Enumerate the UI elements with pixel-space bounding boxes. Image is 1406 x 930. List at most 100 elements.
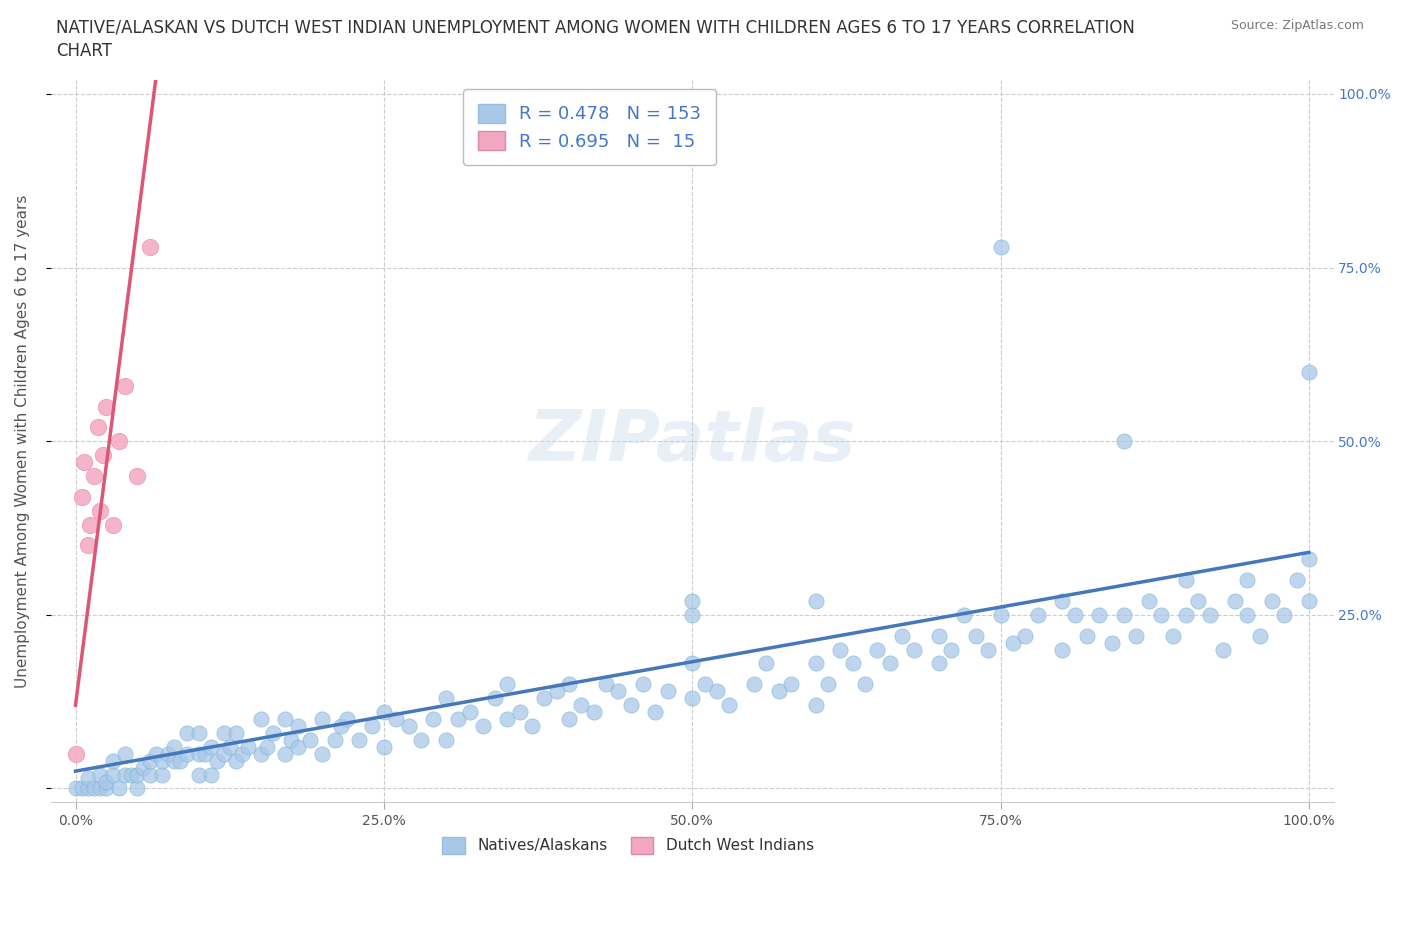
Point (76, 771, 98, 786)
Text: NATIVE/ALASKAN VS DUTCH WEST INDIAN UNEMPLOYMENT AMONG WOMEN WITH CHILDREN AGES : NATIVE/ALASKAN VS DUTCH WEST INDIAN UNEM… (56, 19, 1135, 36)
Point (114, 379, 136, 393)
Point (1112, 607, 1135, 622)
Point (238, 739, 260, 754)
Point (830, 642, 852, 657)
Point (89, 781, 111, 796)
Point (225, 753, 247, 768)
Point (200, 739, 222, 754)
Point (187, 747, 209, 762)
Point (657, 684, 679, 698)
Point (96, 399, 118, 414)
Point (558, 711, 581, 726)
Point (1298, 365, 1320, 379)
Point (1001, 635, 1024, 650)
Point (249, 747, 271, 762)
Point (1298, 593, 1320, 608)
Point (434, 691, 457, 706)
Point (138, 753, 160, 768)
Point (804, 656, 827, 671)
Point (1101, 635, 1123, 650)
Point (256, 739, 278, 754)
Point (311, 747, 333, 762)
Point (212, 747, 235, 762)
Point (127, 781, 149, 796)
Point (1249, 629, 1271, 644)
Point (150, 767, 173, 782)
Point (1298, 551, 1320, 566)
Point (114, 747, 136, 762)
Text: Source: ZipAtlas.com: Source: ZipAtlas.com (1230, 19, 1364, 32)
Point (132, 760, 155, 775)
Point (101, 753, 124, 768)
Point (1211, 642, 1233, 657)
Point (336, 711, 359, 726)
Point (1112, 433, 1135, 448)
Point (163, 739, 186, 754)
Point (70, 489, 93, 504)
Legend: Natives/Alaskans, Dutch West Indians: Natives/Alaskans, Dutch West Indians (436, 830, 820, 859)
Point (347, 733, 370, 748)
Point (187, 767, 209, 782)
Point (200, 767, 222, 782)
Point (1272, 607, 1295, 622)
Point (91, 447, 114, 462)
Point (1088, 607, 1111, 622)
Point (508, 705, 530, 720)
Point (329, 719, 352, 734)
Point (83, 469, 105, 484)
Point (1236, 607, 1258, 622)
Point (693, 677, 716, 692)
Point (681, 691, 703, 706)
Point (231, 747, 253, 762)
Point (422, 711, 444, 726)
Point (1161, 629, 1184, 644)
Point (207, 753, 229, 768)
Point (70, 781, 93, 796)
Point (409, 733, 432, 748)
Point (1285, 573, 1308, 588)
Point (1187, 593, 1209, 608)
Point (755, 656, 778, 671)
Point (853, 677, 876, 692)
Point (120, 767, 142, 782)
Point (458, 705, 481, 720)
Point (434, 733, 457, 748)
Point (96, 781, 118, 796)
Point (471, 719, 494, 734)
Point (1174, 573, 1197, 588)
Point (941, 642, 963, 657)
Point (194, 747, 217, 762)
Point (262, 725, 284, 740)
Point (496, 677, 519, 692)
Point (287, 719, 309, 734)
Point (644, 705, 666, 720)
Point (928, 656, 950, 671)
Point (287, 739, 309, 754)
Point (101, 767, 124, 782)
Point (952, 607, 974, 622)
Point (127, 767, 149, 782)
Point (681, 656, 703, 671)
Point (1261, 593, 1284, 608)
Point (385, 711, 408, 726)
Point (176, 747, 198, 762)
Point (990, 607, 1012, 622)
Point (373, 705, 395, 720)
Point (582, 705, 605, 720)
Point (1199, 607, 1222, 622)
Point (127, 469, 149, 484)
Point (107, 433, 129, 448)
Text: ZIPatlas: ZIPatlas (529, 406, 856, 476)
Point (298, 733, 321, 748)
Point (706, 684, 728, 698)
Point (249, 711, 271, 726)
Point (1223, 593, 1246, 608)
Point (323, 733, 346, 748)
Point (546, 684, 568, 698)
Point (73, 455, 96, 470)
Point (1174, 607, 1197, 622)
Point (145, 747, 167, 762)
Text: CHART: CHART (56, 42, 112, 60)
Point (1050, 642, 1073, 657)
Point (114, 767, 136, 782)
